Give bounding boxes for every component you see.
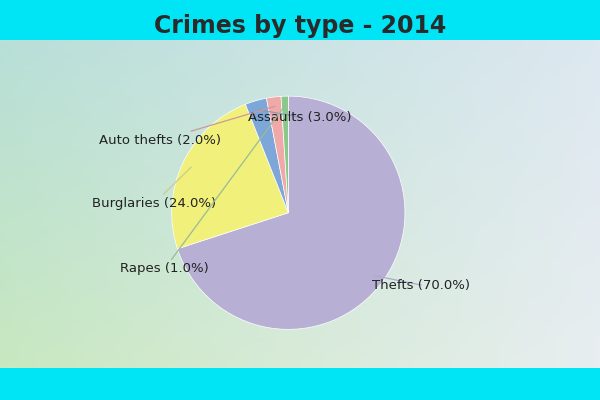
Text: Auto thefts (2.0%): Auto thefts (2.0%) xyxy=(99,106,275,147)
Text: Thefts (70.0%): Thefts (70.0%) xyxy=(372,276,470,292)
Text: Burglaries (24.0%): Burglaries (24.0%) xyxy=(92,167,216,210)
Wedge shape xyxy=(266,96,289,213)
Text: Rapes (1.0%): Rapes (1.0%) xyxy=(120,106,285,275)
Wedge shape xyxy=(172,104,289,249)
Wedge shape xyxy=(281,96,289,213)
Wedge shape xyxy=(245,98,289,213)
Text: Crimes by type - 2014: Crimes by type - 2014 xyxy=(154,14,446,38)
Text: Assaults (3.0%): Assaults (3.0%) xyxy=(248,110,352,124)
Wedge shape xyxy=(178,96,405,329)
